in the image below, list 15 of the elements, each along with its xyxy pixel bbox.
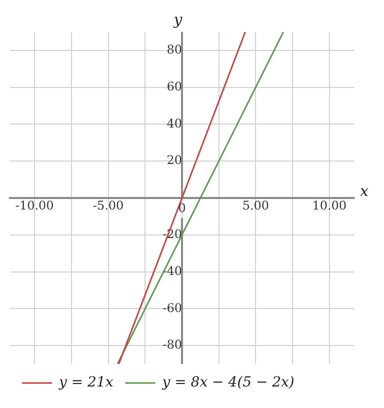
y-tick-label: 20 bbox=[166, 153, 182, 168]
x-tick-label: 5.00 bbox=[242, 198, 270, 212]
x-axis-title: x bbox=[360, 182, 369, 200]
x-tick-label: -5.00 bbox=[92, 198, 124, 212]
y-tick-label: -60 bbox=[162, 300, 182, 315]
y-tick-label: 80 bbox=[166, 42, 182, 57]
x-tick-label: 0 bbox=[178, 201, 186, 216]
y-axis-title: y bbox=[172, 10, 183, 28]
legend-label: y = 21x bbox=[58, 374, 114, 391]
legend-label: y = 8x − 4(5 − 2x) bbox=[161, 374, 294, 391]
y-tick-label: -80 bbox=[162, 338, 182, 352]
y-tick-label: 40 bbox=[166, 116, 182, 130]
y-tick-label: 60 bbox=[166, 79, 182, 94]
x-tick-label: -10.00 bbox=[15, 198, 54, 212]
x-tick-label: 10.00 bbox=[312, 198, 347, 212]
